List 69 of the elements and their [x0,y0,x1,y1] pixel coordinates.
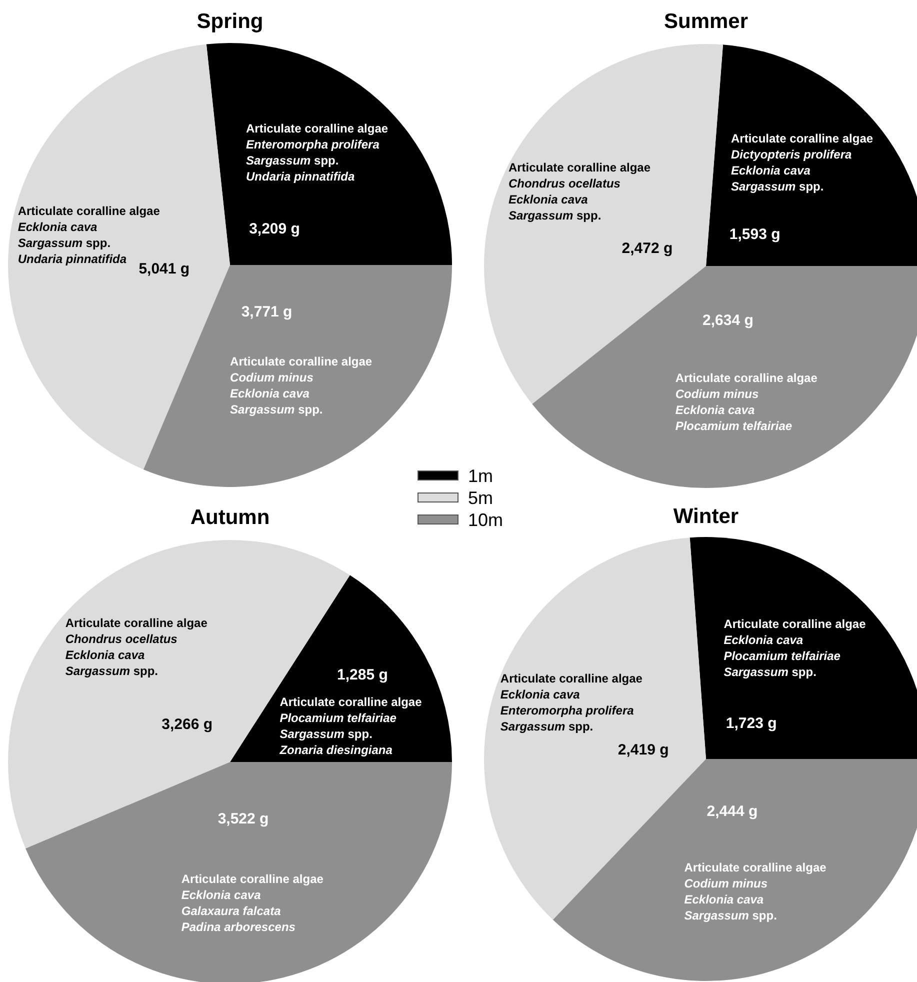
text: Articulate coralline algae [675,370,818,385]
text: Articulate coralline algae [508,160,651,174]
text: Ecklonia cava [724,633,804,648]
data-label: 3,522 g [218,810,269,828]
text: Ecklonia cava [500,688,580,702]
text: Codium minus [230,370,314,385]
text: Undaria pinnatifida [18,252,127,266]
text: Sargassum spp. [280,727,372,741]
text: Ecklonia cava [181,888,262,902]
text: Padina arborescens [181,920,296,934]
data-label: 3,266 g [162,716,213,734]
text: Plocamium telfairiae [675,418,792,433]
text: Galaxaura falcata [181,904,282,918]
text: Sargassum spp. [500,720,594,734]
legend-label: 10m [468,510,504,530]
text: Zonaria diesingiana [278,743,393,757]
text: Ecklonia cava [730,163,811,178]
data-label: 1,285 g [337,666,388,684]
text: Plocamium telfairiae [280,711,397,725]
chart-title: Spring [196,10,264,33]
data-label: 3,209 g [249,220,300,238]
data-label: 1,593 g [729,226,780,243]
text: Sargassum spp. [230,402,323,417]
text: Ecklonia cava [684,892,764,907]
pie-slice [8,44,230,470]
text: Articulate coralline algae [280,695,422,709]
text: Codium minus [684,876,768,891]
data-label: 5,041 g [138,260,190,278]
text: Sargassum spp. [18,236,111,250]
text: Articulate coralline algae [684,860,827,875]
text: Articulate coralline algae [724,617,866,632]
text: Chondrus ocellatus [65,632,178,646]
text: Ecklonia cava [230,386,310,401]
chart-title: Autumn [190,506,270,529]
data-label: 2,444 g [706,803,758,820]
text: Chondrus ocellatus [508,176,621,190]
data-label: 3,771 g [241,304,292,321]
data-label: 1,723 g [726,715,777,732]
text: Ecklonia cava [508,192,588,206]
text: Articulate coralline algae [65,616,208,630]
text: Undaria pinnatifida [246,170,356,184]
legend-label: 5m [468,488,494,508]
data-label: 2,472 g [622,240,673,257]
text: Articulate coralline algae [246,122,388,136]
text: Articulate coralline algae [181,872,324,886]
pie-slice [206,43,452,265]
text: Sargassum spp. [65,664,158,678]
text: Articulate coralline algae [230,354,372,369]
text: Ecklonia cava [18,220,98,234]
text: Ecklonia cava [675,402,756,417]
text: Sargassum spp. [246,154,339,168]
text: Sargassum spp. [684,908,777,923]
text: Codium minus [675,386,759,401]
text: Sargassum spp. [508,208,602,222]
chart-title: Summer [664,10,748,33]
chart-title: Winter [673,505,739,528]
text: Enteromorpha prolifera [500,704,634,718]
legend-label: 1m [468,466,494,486]
text: Enteromorpha prolifera [246,138,380,152]
text: Plocamium telfairiae [724,649,841,664]
data-label: 2,634 g [702,312,754,329]
text: Articulate coralline algae [730,131,874,146]
data-label: 2,419 g [618,742,669,759]
text: Ecklonia cava [65,648,146,662]
text: Articulate coralline algae [18,204,160,218]
text: Sargassum spp. [730,179,824,194]
text: Dictyopteris prolifera [730,147,852,162]
text: Sargassum spp. [724,665,816,680]
text: Articulate coralline algae [500,672,643,686]
